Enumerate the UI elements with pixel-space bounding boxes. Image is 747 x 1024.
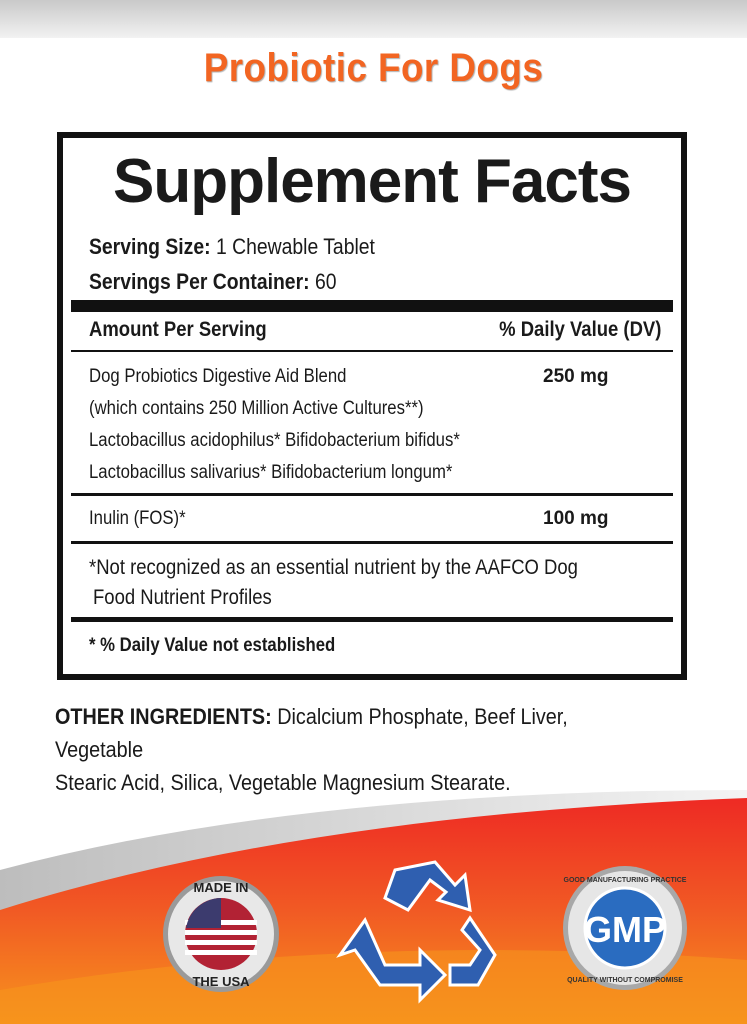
- dv-note: * % Daily Value not established: [89, 635, 336, 656]
- serving-size-label: Serving Size:: [89, 234, 211, 259]
- blend-line-4: Lactobacillus salivarius* Bifidobacteriu…: [89, 462, 453, 483]
- serving-size: Serving Size: 1 Chewable Tablet: [89, 234, 375, 260]
- gmp-text: GMP: [584, 909, 666, 950]
- blend-line-1: Dog Probiotics Digestive Aid Blend: [89, 366, 347, 387]
- gmp-badge: GMP GOOD MANUFACTURING PRACTICE QUALITY …: [563, 866, 687, 990]
- recycle-icon: [336, 860, 497, 1004]
- made-in-usa-badge: MADE IN THE USA: [163, 876, 279, 992]
- other-ingredients: OTHER INGREDIENTS: Dicalcium Phosphate, …: [55, 700, 640, 799]
- inulin: Inulin (FOS)*: [89, 508, 186, 529]
- top-gray-strip: [0, 0, 747, 38]
- brand-title: Probiotic For Dogs: [203, 46, 544, 90]
- blend-amount: 250 mg: [543, 366, 609, 387]
- other-ingredients-label: OTHER INGREDIENTS:: [55, 704, 272, 729]
- note-line-2: Food Nutrient Profiles: [93, 586, 272, 609]
- divider: [71, 493, 673, 496]
- gmp-bottom-text: QUALITY WITHOUT COMPROMISE: [567, 977, 683, 984]
- divider: [71, 541, 673, 544]
- blend-line-2: (which contains 250 Million Active Cultu…: [89, 398, 424, 419]
- header-dv: % Daily Value (DV): [498, 318, 661, 341]
- other-ingredients-line-2: Stearic Acid, Silica, Vegetable Magnesiu…: [55, 770, 511, 795]
- usa-bottom-text: THE USA: [192, 974, 250, 989]
- supplement-facts-panel: Supplement Facts Serving Size: 1 Chewabl…: [57, 132, 687, 680]
- usa-top-text: MADE IN: [194, 880, 249, 895]
- thick-divider: [71, 300, 673, 312]
- facts-title: Supplement Facts: [113, 147, 632, 216]
- servings-label: Servings Per Container:: [89, 269, 310, 294]
- note-line-1: *Not recognized as an essential nutrient…: [89, 556, 578, 579]
- bottom-wave-banner: MADE IN THE USA GMP GOOD MANUFACTURING P…: [0, 790, 747, 1024]
- inulin-amount: 100 mg: [543, 508, 609, 529]
- serving-size-value: 1 Chewable Tablet: [215, 234, 375, 259]
- header-amount: Amount Per Serving: [89, 318, 267, 341]
- divider: [71, 350, 673, 352]
- servings-value: 60: [314, 269, 337, 294]
- other-ingredients-line-1: Dicalcium Phosphate, Beef Liver, Vegetab…: [55, 704, 568, 762]
- divider: [71, 617, 673, 622]
- blend-line-3: Lactobacillus acidophilus* Bifidobacteri…: [89, 430, 460, 451]
- gmp-top-text: GOOD MANUFACTURING PRACTICE: [564, 877, 687, 884]
- servings-per-container: Servings Per Container: 60: [89, 269, 337, 295]
